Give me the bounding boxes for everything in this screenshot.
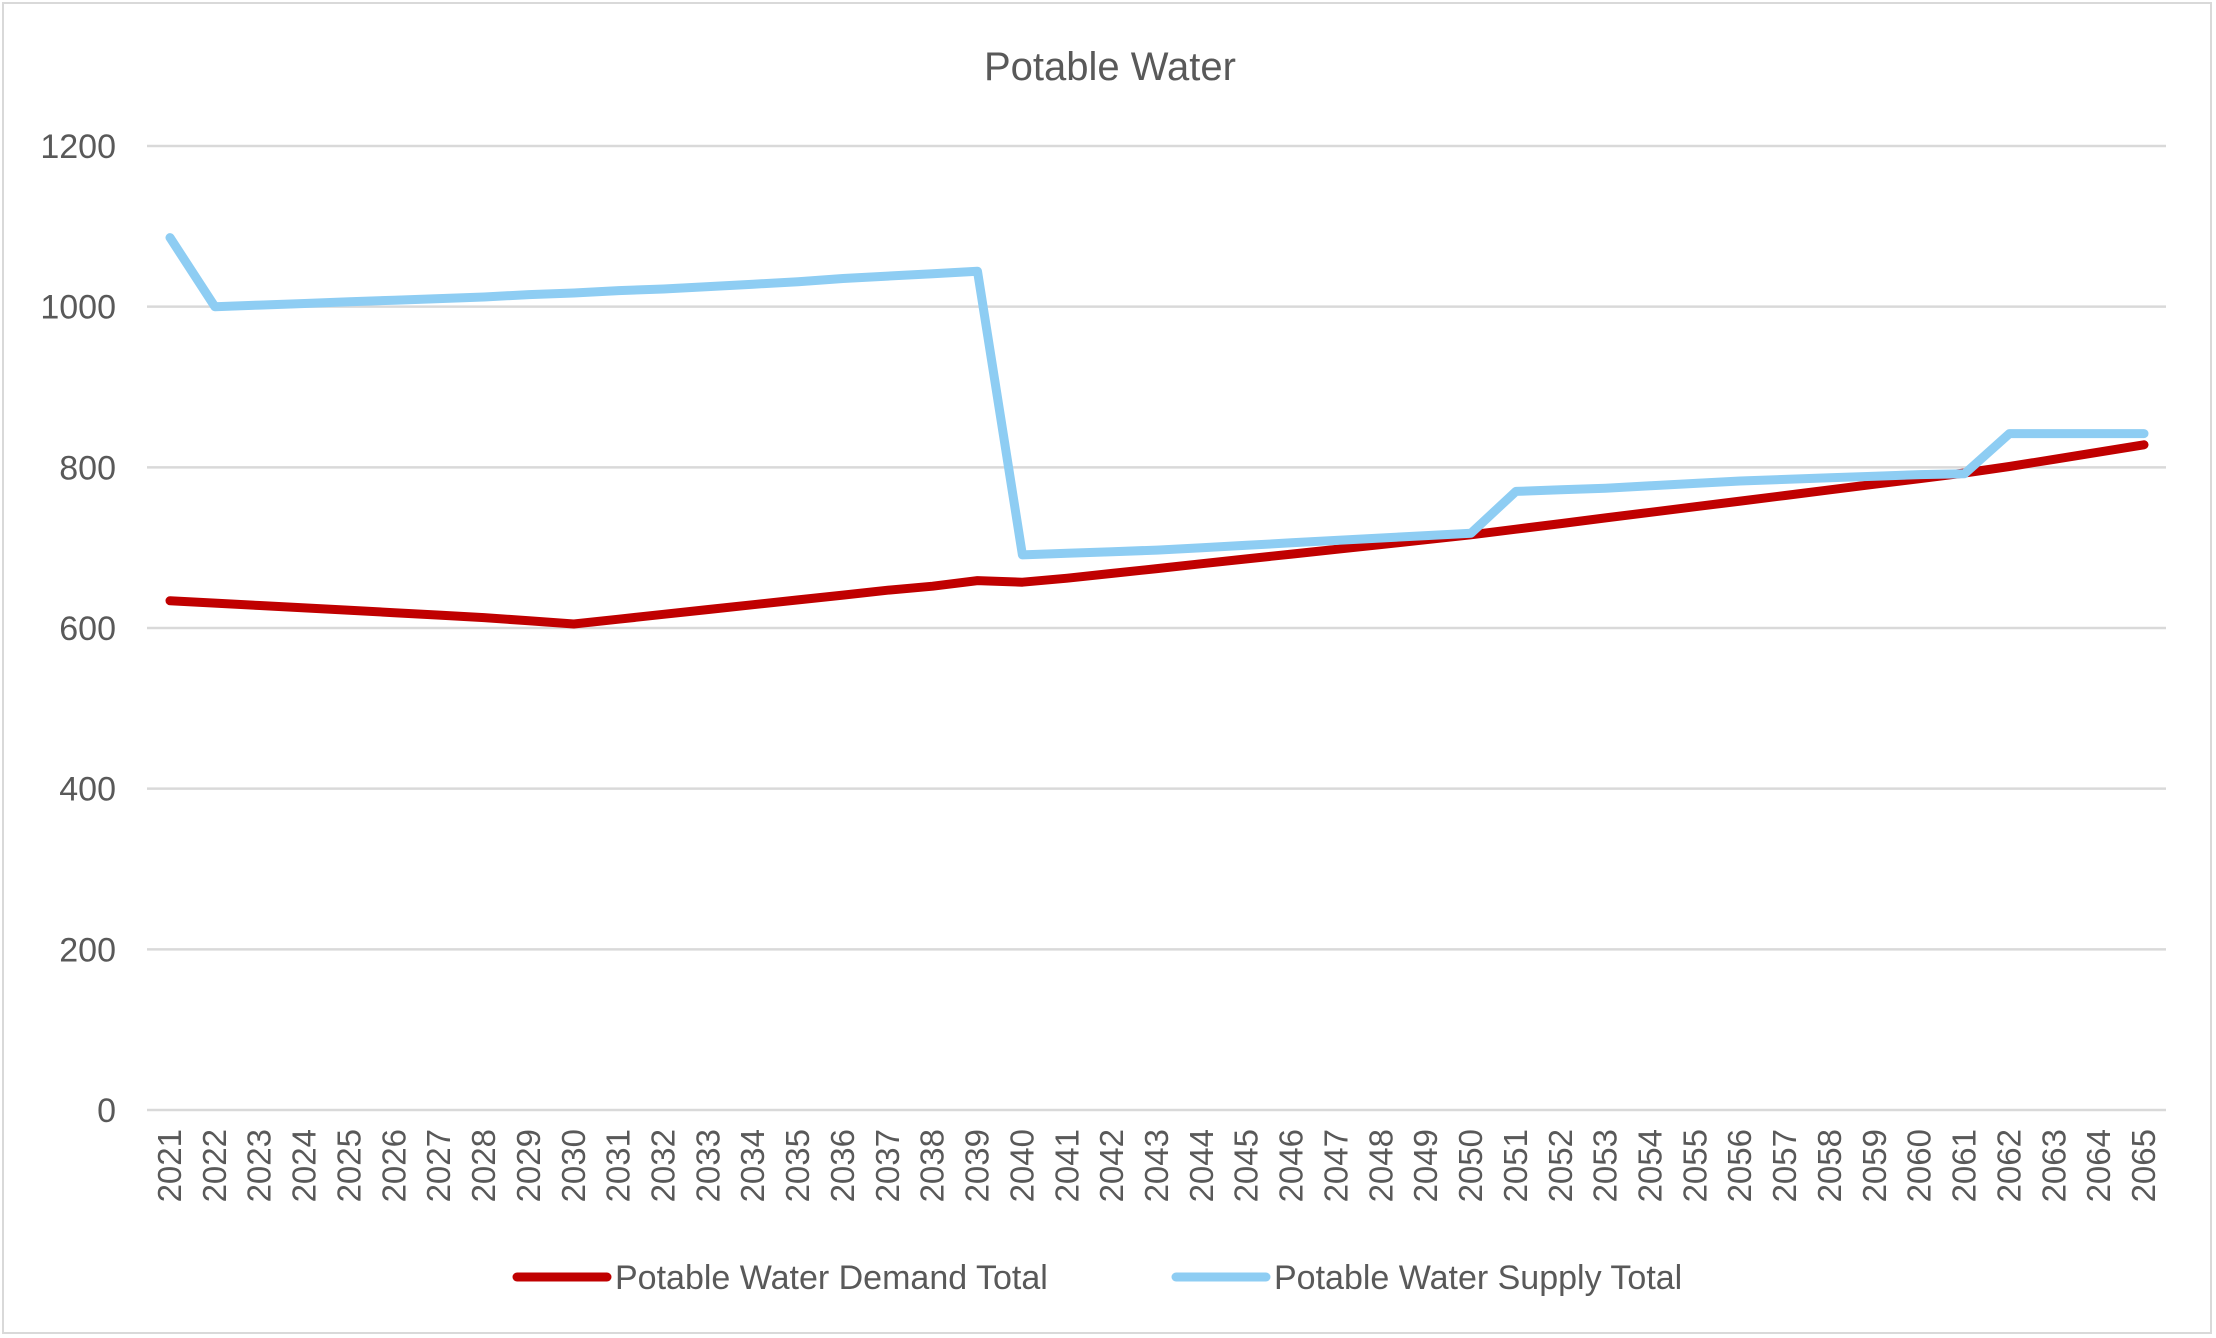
x-tick-label: 2028: [465, 1129, 502, 1202]
x-tick-label: 2025: [330, 1129, 367, 1202]
x-tick-label: 2022: [196, 1129, 233, 1202]
legend-label-2: Potable Water Supply Total: [1274, 1259, 1682, 1297]
x-tick-label: 2044: [1183, 1129, 1220, 1202]
x-tick-label: 2059: [1856, 1129, 1893, 1202]
x-tick-label: 2033: [689, 1129, 726, 1202]
legend-label-1: Potable Water Demand Total: [615, 1259, 1048, 1297]
line-chart: Potable Water 0 200 400 600 800 1000 1200 2021…: [40, 45, 2166, 1297]
x-tick-label: 2061: [1946, 1129, 1983, 1202]
x-tick-label: 2031: [600, 1129, 637, 1202]
chart-title: Potable Water: [984, 45, 1236, 89]
x-tick-label: 2042: [1093, 1129, 1130, 1202]
x-tick-label: 2040: [1003, 1129, 1040, 1202]
y-tick-label: 0: [97, 1092, 116, 1130]
y-axis-tick-labels: 0 200 400 600 800 1000 1200: [40, 128, 116, 1130]
y-tick-label: 600: [59, 610, 116, 648]
x-tick-label: 2058: [1811, 1129, 1848, 1202]
series-line-1: [165, 440, 2149, 629]
x-tick-label: 2030: [555, 1129, 592, 1202]
x-tick-label: 2039: [959, 1129, 996, 1202]
x-axis-tick-labels: 2021 2022 2023 2024 2025 2026 2027 2028 2029 2030…: [151, 1129, 2162, 1202]
y-tick-label: 400: [59, 771, 116, 809]
x-tick-label: 2027: [420, 1129, 457, 1202]
series-line-2: [165, 233, 2149, 560]
y-tick-label: 1200: [40, 128, 116, 166]
x-tick-label: 2052: [1542, 1129, 1579, 1202]
x-tick-label: 2047: [1317, 1129, 1354, 1202]
x-tick-label: 2024: [286, 1129, 323, 1202]
x-tick-label: 2057: [1766, 1129, 1803, 1202]
x-tick-label: 2054: [1632, 1129, 1669, 1202]
x-tick-label: 2045: [1228, 1129, 1265, 1202]
x-tick-label: 2029: [510, 1129, 547, 1202]
x-tick-label: 2065: [2125, 1129, 2162, 1202]
legend: Potable Water Demand Total Potable Water …: [512, 1259, 1682, 1297]
x-tick-label: 2043: [1138, 1129, 1175, 1202]
series-lines: [165, 233, 2149, 629]
x-tick-label: 2037: [869, 1129, 906, 1202]
x-tick-label: 2051: [1497, 1129, 1534, 1202]
x-tick-label: 2062: [1990, 1129, 2027, 1202]
x-tick-label: 2021: [151, 1129, 188, 1202]
x-tick-label: 2060: [1901, 1129, 1938, 1202]
x-tick-label: 2032: [645, 1129, 682, 1202]
x-tick-label: 2050: [1452, 1129, 1489, 1202]
x-tick-label: 2055: [1676, 1129, 1713, 1202]
x-tick-label: 2023: [241, 1129, 278, 1202]
x-tick-label: 2063: [2035, 1129, 2072, 1202]
gridlines: [147, 144, 2166, 1112]
y-tick-label: 200: [59, 931, 116, 969]
x-tick-label: 2036: [824, 1129, 861, 1202]
x-tick-label: 2046: [1273, 1129, 1310, 1202]
x-tick-label: 2038: [914, 1129, 951, 1202]
x-tick-label: 2041: [1048, 1129, 1085, 1202]
x-tick-label: 2035: [779, 1129, 816, 1202]
x-tick-label: 2053: [1587, 1129, 1624, 1202]
x-tick-label: 2064: [2080, 1129, 2117, 1202]
x-tick-label: 2026: [375, 1129, 412, 1202]
x-tick-label: 2048: [1362, 1129, 1399, 1202]
x-tick-label: 2056: [1721, 1129, 1758, 1202]
y-tick-label: 1000: [40, 289, 116, 327]
x-tick-label: 2049: [1407, 1129, 1444, 1202]
y-tick-label: 800: [59, 449, 116, 487]
x-tick-label: 2034: [734, 1129, 771, 1202]
